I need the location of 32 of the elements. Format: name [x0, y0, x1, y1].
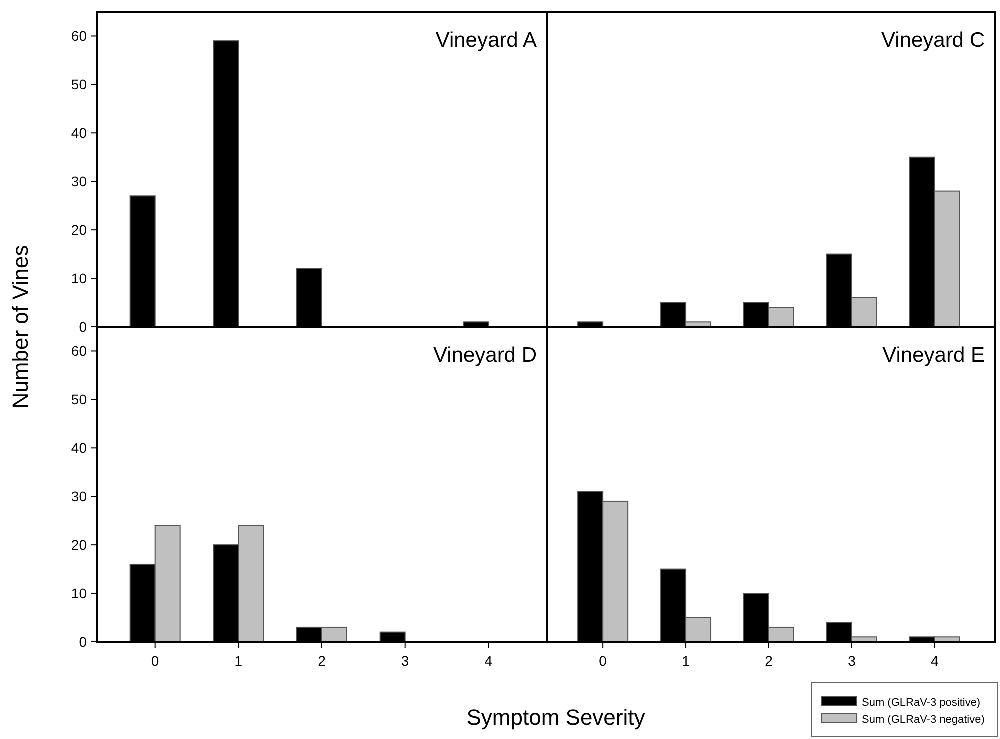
- x-tick-label: 4: [931, 653, 940, 669]
- text: Vineyard D: [433, 344, 537, 367]
- y-tick-label: 20: [71, 536, 88, 553]
- x-tick-label: 0: [151, 653, 160, 669]
- x-tick-label: 3: [848, 653, 856, 669]
- y-tick-label: 60: [71, 343, 88, 360]
- y-tick-label: 30: [71, 488, 88, 505]
- y-axis-title: Number of Vines: [8, 245, 33, 409]
- y-tick-label: 10: [71, 585, 88, 602]
- y-tick-label: 60: [71, 28, 88, 44]
- y-tick-label: 40: [71, 440, 88, 456]
- x-tick-label: 2: [765, 653, 774, 669]
- x-tick-label: 1: [234, 653, 243, 669]
- y-tick-label: 10: [71, 270, 88, 286]
- legend-label: Sum (GLRaV-3 negative): [862, 714, 985, 726]
- x-tick-label: 0: [599, 653, 608, 669]
- text: Vineyard A: [436, 29, 537, 52]
- legend-label: Sum (GLRaV-3 positive): [862, 697, 981, 709]
- y-tick-label: 30: [71, 174, 88, 190]
- text: Vineyard C: [881, 29, 985, 52]
- x-tick-label: 1: [682, 653, 690, 669]
- text: Vineyard E: [882, 344, 985, 367]
- x-tick-label: 2: [318, 653, 326, 669]
- y-tick-label: 0: [79, 634, 88, 650]
- y-tick-label: 40: [71, 125, 88, 142]
- y-tick-label: 50: [71, 76, 88, 93]
- x-tick-label: 4: [484, 653, 493, 669]
- y-tick-label: 20: [71, 222, 88, 238]
- y-tick-label: 50: [71, 392, 88, 408]
- x-tick-label: 3: [401, 653, 410, 669]
- y-tick-label: 0: [79, 318, 88, 335]
- x-axis-title: Symptom Severity: [466, 705, 646, 730]
